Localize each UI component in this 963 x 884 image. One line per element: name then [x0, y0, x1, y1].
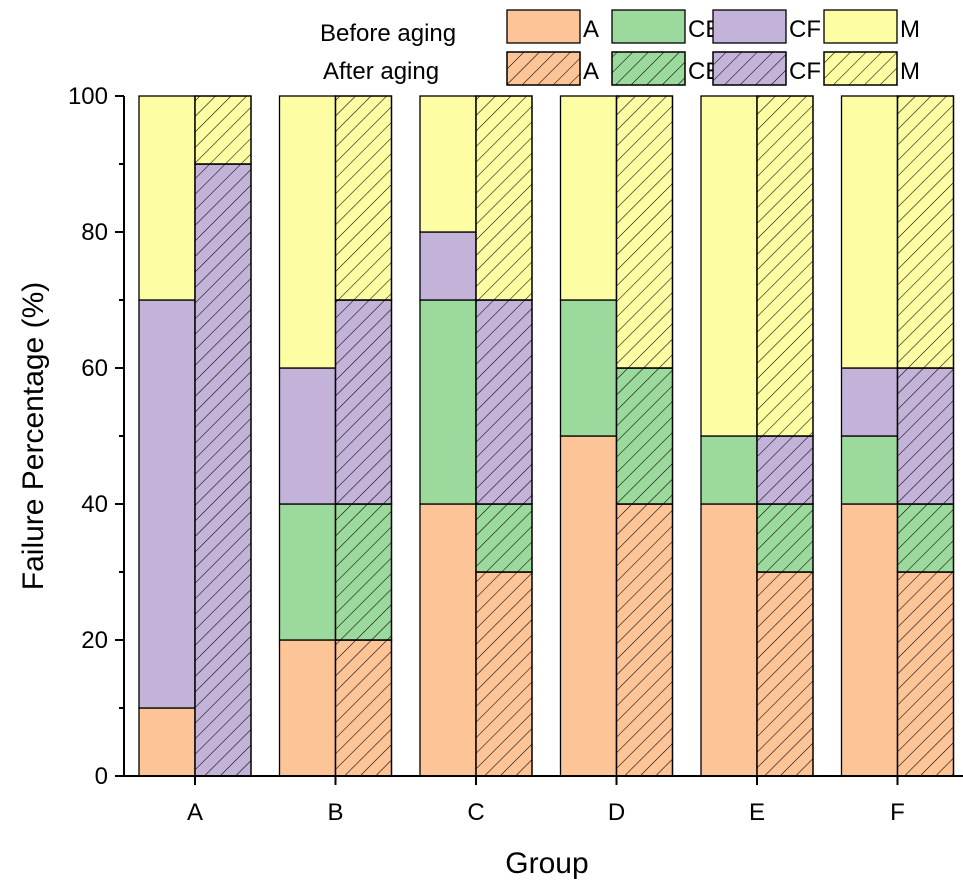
bar-after-C-CE-hatch: [475, 503, 533, 573]
bar-after-F-M-hatch: [896, 95, 955, 369]
legend-swatch-hatch: [823, 51, 898, 86]
bar-after-F-CF-hatch: [896, 367, 955, 505]
x-tick-label: F: [890, 799, 905, 826]
bar-after-F-A-hatch: [896, 571, 955, 777]
bar-after-B-CE-hatch: [334, 503, 393, 641]
bar-before-E-M: [700, 95, 758, 437]
legend-entry-label: M: [900, 58, 920, 85]
bar-after-A-CF-hatch: [194, 163, 252, 777]
x-tick-label: B: [327, 799, 343, 826]
bar-before-A-M: [138, 95, 196, 301]
x-tick-label: A: [187, 799, 203, 826]
bar-before-D-A: [559, 435, 618, 777]
legend-swatch-hatch: [506, 51, 581, 86]
legend-entry-label: CF: [789, 16, 821, 43]
legend-group-label: After aging: [323, 58, 439, 85]
bar-before-F-CE: [840, 435, 899, 505]
y-tick-label: 100: [68, 83, 108, 110]
bar-after-E-A-hatch: [756, 571, 814, 777]
bar-after-C-CF-hatch: [475, 299, 533, 505]
bars: [138, 95, 955, 777]
bar-after-A-M-hatch: [194, 95, 252, 165]
bar-after-D-A-hatch: [615, 503, 674, 777]
y-tick-label: 80: [81, 219, 108, 246]
bar-after-C-M-hatch: [475, 95, 533, 301]
legend-swatch-hatch: [611, 51, 686, 86]
bar-before-B-CF: [278, 367, 337, 505]
x-tick-label: E: [749, 799, 765, 826]
y-tick-label: 0: [95, 763, 108, 790]
bar-before-F-M: [840, 95, 899, 369]
legend-entry-label: M: [900, 16, 920, 43]
bar-after-B-M-hatch: [334, 95, 393, 301]
legend-group-label: Before aging: [320, 20, 456, 47]
bar-before-C-CF: [419, 231, 477, 301]
bar-before-E-A: [700, 503, 758, 777]
bar-before-B-CE: [278, 503, 337, 641]
legend-swatch-M: [823, 9, 898, 44]
legend-entry-label: A: [583, 16, 599, 43]
legend-swatch-CF: [712, 9, 787, 44]
bar-before-D-M: [559, 95, 618, 301]
bar-before-A-CF: [138, 299, 196, 709]
y-axis-title: Failure Percentage (%): [17, 282, 50, 590]
bar-before-C-CE: [419, 299, 477, 505]
bar-after-C-A-hatch: [475, 571, 533, 777]
x-axis-title: Group: [505, 847, 588, 880]
bar-after-E-M-hatch: [756, 95, 814, 437]
bar-before-B-A: [278, 639, 337, 777]
legend-swatch-hatch: [712, 51, 787, 86]
bar-after-D-M-hatch: [615, 95, 674, 369]
bar-before-A-A: [138, 707, 196, 777]
bar-before-D-CE: [559, 299, 618, 437]
y-tick-label: 20: [81, 627, 108, 654]
bar-after-E-CF-hatch: [756, 435, 814, 505]
bar-before-F-CF: [840, 367, 899, 437]
bar-before-E-CE: [700, 435, 758, 505]
x-tick-label: C: [467, 799, 484, 826]
legend-swatch-A: [506, 9, 581, 44]
bar-before-C-M: [419, 95, 477, 233]
x-tick-label: D: [608, 799, 625, 826]
legend-entry-label: A: [583, 58, 599, 85]
bar-before-B-M: [278, 95, 337, 369]
bar-after-B-CF-hatch: [334, 299, 393, 505]
y-tick-label: 60: [81, 355, 108, 382]
bar-after-B-A-hatch: [334, 639, 393, 777]
axes: 0 20 40 60 80 100 A B C D E F: [68, 83, 963, 826]
bar-after-E-CE-hatch: [756, 503, 814, 573]
bar-before-F-A: [840, 503, 899, 777]
bar-before-C-A: [419, 503, 477, 777]
y-tick-label: 40: [81, 491, 108, 518]
legend-entry-label: CF: [789, 58, 821, 85]
bar-after-F-CE-hatch: [896, 503, 955, 573]
legend-swatch-CE: [611, 9, 686, 44]
bar-after-D-CE-hatch: [615, 367, 674, 505]
